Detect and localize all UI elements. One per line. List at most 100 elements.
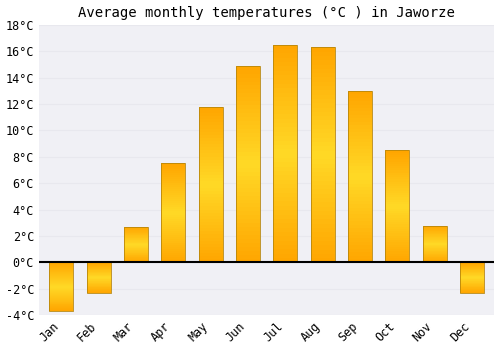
Bar — [236, 89, 260, 93]
Bar — [310, 133, 335, 138]
Bar — [49, 264, 74, 265]
Bar — [460, 270, 484, 271]
Bar — [161, 260, 186, 262]
Bar — [161, 251, 186, 253]
Bar — [49, 296, 74, 297]
Bar — [49, 282, 74, 283]
Bar — [49, 298, 74, 299]
Bar — [273, 127, 297, 132]
Bar — [422, 233, 447, 234]
Bar — [348, 201, 372, 204]
Bar — [198, 163, 223, 166]
Bar — [348, 156, 372, 160]
Bar — [86, 280, 111, 281]
Bar — [236, 136, 260, 141]
Bar — [348, 112, 372, 115]
Bar — [422, 253, 447, 254]
Bar — [49, 310, 74, 311]
Bar — [198, 107, 223, 262]
Bar — [460, 263, 484, 264]
Bar — [86, 288, 111, 289]
Bar — [460, 264, 484, 265]
Bar — [161, 245, 186, 247]
Bar — [385, 218, 409, 220]
Bar — [124, 252, 148, 253]
Bar — [273, 79, 297, 84]
Bar — [460, 268, 484, 269]
Bar — [161, 199, 186, 201]
Bar — [49, 295, 74, 296]
Bar — [198, 150, 223, 153]
Bar — [348, 166, 372, 170]
Bar — [385, 153, 409, 155]
Bar — [236, 152, 260, 156]
Bar — [273, 93, 297, 97]
Bar — [236, 215, 260, 219]
Bar — [422, 256, 447, 257]
Bar — [236, 133, 260, 136]
Bar — [198, 206, 223, 210]
Bar — [161, 247, 186, 248]
Bar — [385, 245, 409, 247]
Bar — [49, 279, 74, 280]
Bar — [310, 211, 335, 215]
Bar — [49, 277, 74, 278]
Bar — [236, 254, 260, 259]
Bar — [124, 231, 148, 232]
Bar — [236, 101, 260, 105]
Bar — [385, 199, 409, 202]
Bar — [273, 223, 297, 228]
Bar — [236, 227, 260, 231]
Bar — [124, 228, 148, 229]
Bar — [310, 258, 335, 262]
Bar — [273, 197, 297, 202]
Bar — [161, 163, 186, 166]
Bar — [161, 193, 186, 195]
Bar — [422, 250, 447, 251]
Bar — [422, 251, 447, 252]
Bar — [460, 262, 484, 263]
Bar — [236, 70, 260, 74]
Bar — [236, 219, 260, 223]
Bar — [198, 222, 223, 225]
Bar — [385, 256, 409, 258]
Bar — [49, 289, 74, 290]
Bar — [198, 135, 223, 138]
Bar — [385, 260, 409, 262]
Bar — [49, 304, 74, 306]
Bar — [385, 173, 409, 175]
Bar — [124, 229, 148, 230]
Bar — [124, 250, 148, 251]
Bar — [348, 160, 372, 163]
Bar — [273, 180, 297, 184]
Bar — [49, 290, 74, 291]
Bar — [460, 269, 484, 270]
Bar — [124, 237, 148, 238]
Bar — [236, 211, 260, 215]
Bar — [198, 256, 223, 259]
Bar — [310, 56, 335, 60]
Bar — [348, 194, 372, 197]
Bar — [198, 122, 223, 125]
Bar — [236, 129, 260, 133]
Bar — [49, 288, 74, 289]
Bar — [273, 232, 297, 236]
Bar — [348, 245, 372, 249]
Bar — [273, 88, 297, 93]
Bar — [161, 235, 186, 237]
Bar — [422, 260, 447, 261]
Bar — [49, 292, 74, 293]
Bar — [236, 223, 260, 227]
Bar — [236, 105, 260, 109]
Bar — [161, 217, 186, 219]
Bar — [198, 144, 223, 147]
Bar — [236, 121, 260, 125]
Bar — [49, 302, 74, 303]
Bar — [198, 156, 223, 160]
Bar — [86, 283, 111, 284]
Bar — [273, 101, 297, 106]
Bar — [273, 71, 297, 75]
Bar — [348, 235, 372, 238]
Bar — [49, 268, 74, 269]
Bar — [49, 276, 74, 277]
